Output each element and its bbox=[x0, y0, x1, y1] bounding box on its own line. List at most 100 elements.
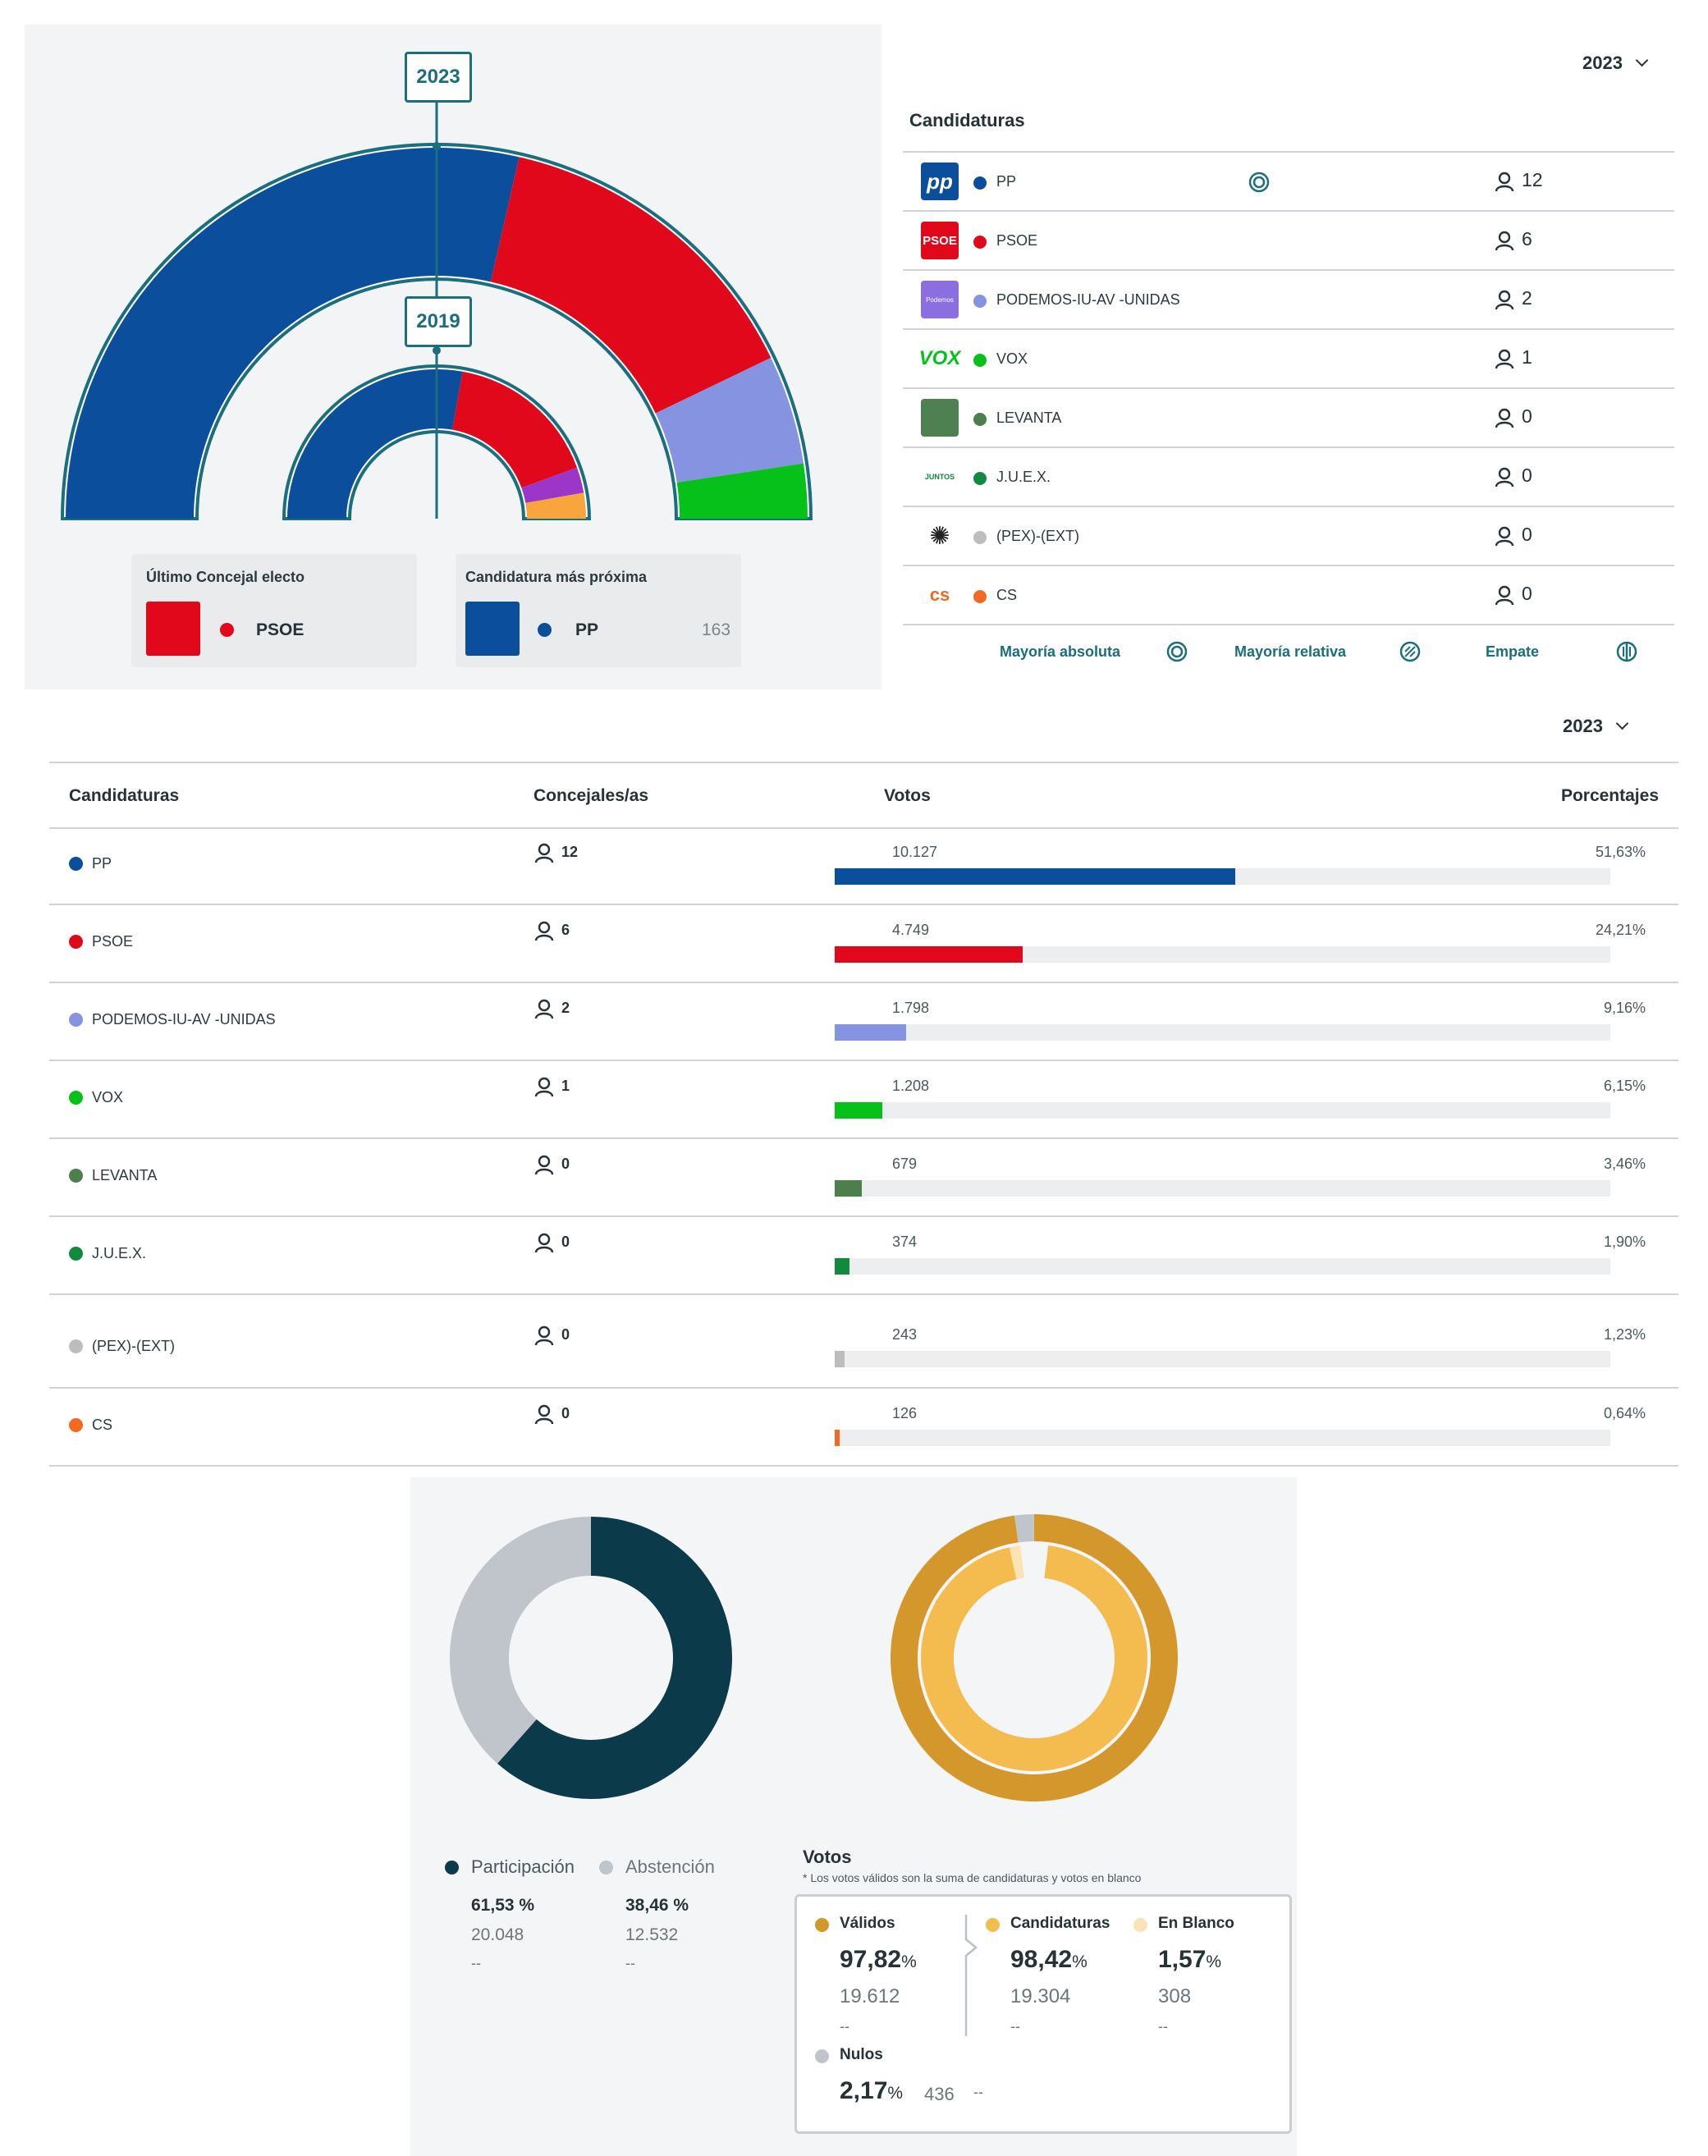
pct-value: 0,64% bbox=[1603, 1405, 1646, 1421]
results-year-select[interactable]: 2023 bbox=[1563, 716, 1629, 737]
candidatura-row[interactable]: cs CS 0 bbox=[903, 565, 1674, 625]
party-seats: 0 bbox=[1494, 524, 1532, 547]
validos-pct-wrap: 97,82% bbox=[840, 1946, 917, 1974]
ultimo-concejal-swatch bbox=[146, 602, 200, 656]
seats-value: 0 bbox=[561, 1404, 570, 1421]
year-select[interactable]: 2023 bbox=[1582, 53, 1649, 74]
hemicycle-seat-arc bbox=[521, 467, 584, 503]
party-name: CS bbox=[92, 1417, 113, 1433]
participacion-pct: 61,53 % bbox=[471, 1896, 535, 1915]
vote-bar-track bbox=[835, 1102, 1610, 1119]
candidatura-row[interactable]: PSOE PSOE 6 bbox=[903, 210, 1674, 271]
party-color-dot bbox=[69, 1247, 83, 1261]
results-header: Candidaturas Concejales/as Votos Porcent… bbox=[49, 762, 1678, 829]
pct-value: 24,21% bbox=[1595, 922, 1646, 938]
mayoria-absoluta-icon bbox=[1248, 172, 1270, 193]
party-name: VOX bbox=[92, 1089, 124, 1105]
participacion-count: 20.048 bbox=[471, 1925, 524, 1944]
votes-value: 1.798 bbox=[892, 1000, 930, 1016]
candidatura-row[interactable]: LEVANTA 0 bbox=[903, 387, 1674, 448]
participacion-label: Participación bbox=[471, 1856, 575, 1877]
abstencion-prev: -- bbox=[625, 1955, 635, 1971]
seats-value: 12 bbox=[1522, 169, 1543, 190]
nulos-pct: 2,17 bbox=[840, 2077, 888, 2104]
party-seats: 1 bbox=[1494, 346, 1532, 369]
person-icon bbox=[1495, 585, 1514, 606]
vote-bar-track bbox=[835, 1351, 1610, 1367]
person-icon bbox=[534, 1077, 554, 1097]
person-icon bbox=[534, 843, 554, 863]
person-icon bbox=[534, 921, 554, 941]
empate-icon bbox=[1616, 641, 1637, 662]
vote-bar-fill bbox=[835, 1102, 883, 1119]
votes-value: 679 bbox=[892, 1156, 918, 1172]
candidatura-row[interactable]: JUNTOS J.U.E.X. 0 bbox=[903, 446, 1674, 507]
chevron-down-icon bbox=[1635, 53, 1649, 67]
party-seats: 0 bbox=[1494, 583, 1532, 606]
vox-logo-icon: VOX bbox=[918, 347, 961, 369]
candidatura-proxima-dot bbox=[538, 623, 552, 637]
seats-value: 1 bbox=[1522, 346, 1532, 368]
juex-logo-icon: JUNTOS bbox=[924, 473, 955, 481]
vote-bar-track bbox=[835, 1180, 1610, 1197]
validos-pct: 97,82 bbox=[840, 1946, 902, 1973]
seats-value: 0 bbox=[1522, 465, 1532, 486]
party-seats: 0 bbox=[1494, 405, 1532, 428]
result-row: CS 0 126 0,64% bbox=[49, 1387, 1678, 1467]
blanco-count: 308 bbox=[1158, 1985, 1192, 2007]
pct-value: 1,90% bbox=[1603, 1234, 1646, 1250]
nulos-pct-wrap: 2,17% bbox=[840, 2077, 903, 2105]
hemicycle-seat-arc bbox=[452, 371, 578, 488]
header-candidaturas: Candidaturas bbox=[69, 786, 180, 805]
candidatura-row[interactable]: pp PP 12 bbox=[903, 151, 1674, 212]
candidatura-row[interactable]: ✺ (PEX)-(EXT) 0 bbox=[903, 506, 1674, 566]
blanco-pct-wrap: 1,57% bbox=[1158, 1946, 1221, 1974]
year-2019-label: 2019 bbox=[405, 296, 472, 347]
party-color-dot bbox=[69, 1091, 83, 1105]
nulos-label: Nulos bbox=[840, 2046, 883, 2063]
seats-cell: 2 bbox=[533, 998, 570, 1019]
ultimo-concejal-dot bbox=[220, 623, 234, 637]
candidatura-row[interactable]: Podemos PODEMOS-IU-AV -UNIDAS 2 bbox=[903, 269, 1674, 330]
party-seats: 0 bbox=[1494, 465, 1532, 488]
person-icon bbox=[1495, 231, 1514, 251]
seats-value: 0 bbox=[561, 1325, 570, 1343]
result-row: VOX 1 1.208 6,15% bbox=[49, 1060, 1678, 1139]
party-color-dot bbox=[69, 1339, 83, 1353]
candidatura-proxima-votes: 163 bbox=[702, 620, 731, 639]
person-icon bbox=[1495, 172, 1514, 192]
abstencion-dot bbox=[599, 1861, 613, 1874]
vote-bar-fill bbox=[835, 1024, 906, 1041]
seats-cell: 12 bbox=[533, 842, 578, 863]
pct-value: 9,16% bbox=[1603, 1000, 1646, 1016]
vote-bar-fill bbox=[835, 1430, 840, 1446]
seats-value: 0 bbox=[1522, 405, 1532, 427]
votes-value: 1.208 bbox=[892, 1078, 930, 1094]
nulos-dot bbox=[815, 2049, 829, 2063]
levanta-logo-icon bbox=[921, 399, 959, 437]
header-votos: Votos bbox=[884, 786, 931, 805]
hemicycle-marker-dot bbox=[433, 346, 441, 355]
party-color-dot bbox=[69, 857, 83, 871]
brace-divider bbox=[964, 1915, 978, 2036]
ultimo-concejal-title: Último Concejal electo bbox=[146, 569, 305, 585]
party-color-dot bbox=[973, 236, 987, 249]
mayoria-absoluta-icon bbox=[1166, 641, 1188, 662]
votos-donut bbox=[891, 1514, 1178, 1801]
candidatura-proxima-title: Candidatura más próxima bbox=[465, 569, 648, 585]
abstencion-slice bbox=[450, 1517, 591, 1764]
majority-legend: Mayoría absoluta Mayoría relativa Empate bbox=[903, 624, 1674, 683]
person-icon bbox=[1495, 290, 1514, 310]
year-inner-text: 2019 bbox=[416, 310, 460, 332]
votos-card: Válidos 97,82% 19.612 -- Candidaturas 98… bbox=[794, 1894, 1292, 2134]
votes-value: 4.749 bbox=[892, 922, 930, 938]
hemicycle-marker-dot bbox=[433, 142, 441, 150]
participacion-dot bbox=[445, 1861, 459, 1874]
hemicycle-seat-arc bbox=[490, 157, 772, 414]
party-name: VOX bbox=[996, 350, 1028, 367]
abstencion-pct: 38,46 % bbox=[625, 1896, 689, 1915]
hemicycle-seat-arc bbox=[66, 147, 520, 519]
result-row: PODEMOS-IU-AV -UNIDAS 2 1.798 9,16% bbox=[49, 982, 1678, 1061]
seats-value: 6 bbox=[1522, 228, 1532, 249]
candidatura-row[interactable]: VOX VOX 1 bbox=[903, 328, 1674, 389]
